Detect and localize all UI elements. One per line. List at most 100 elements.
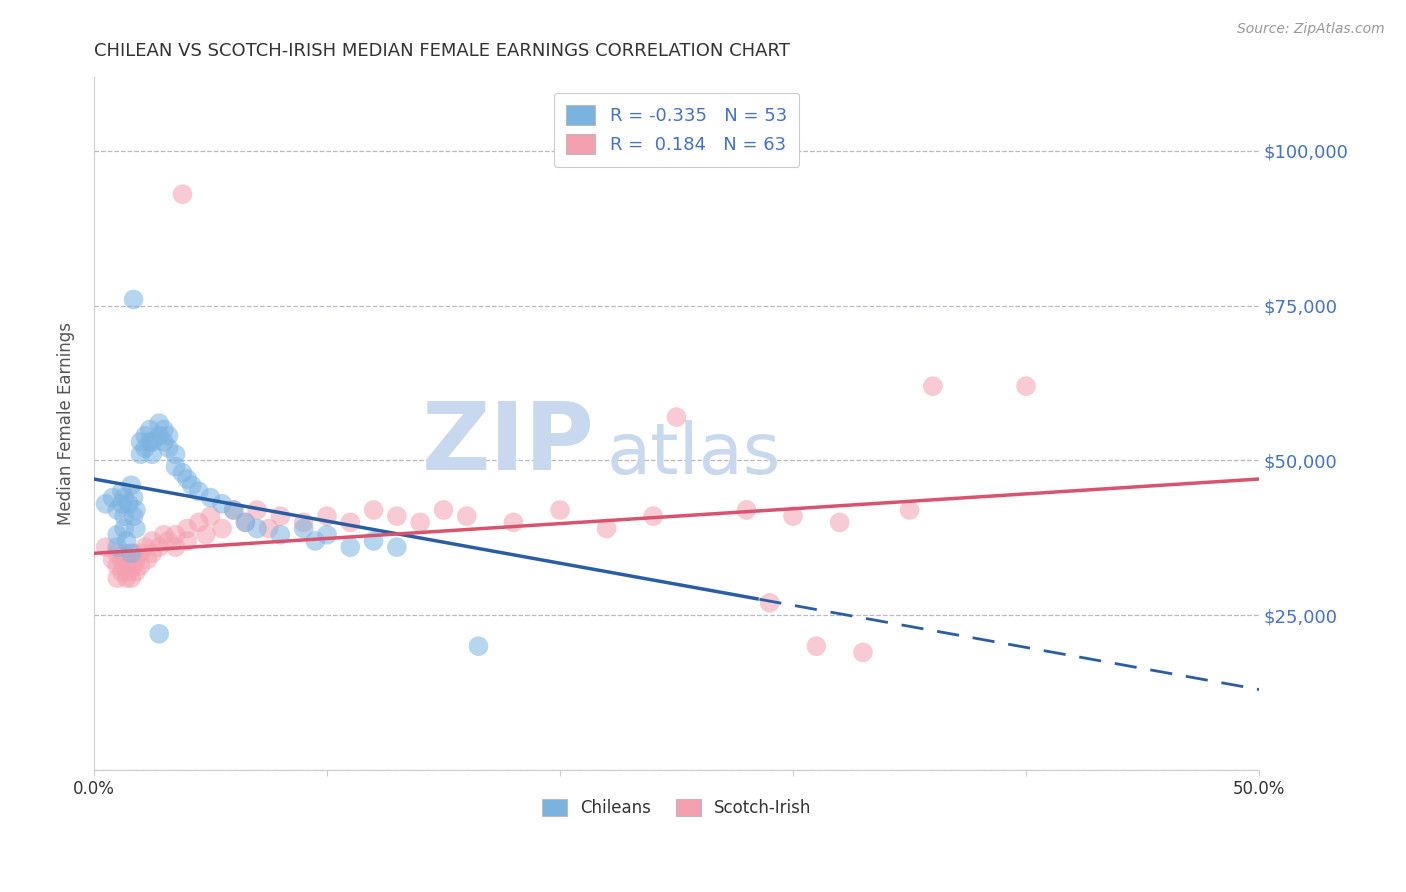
Point <box>118 552 141 566</box>
Point <box>141 447 163 461</box>
Point <box>105 540 128 554</box>
Point <box>165 459 187 474</box>
Point <box>921 379 943 393</box>
Point <box>134 428 156 442</box>
Point <box>665 410 688 425</box>
Point <box>111 497 134 511</box>
Point <box>122 509 145 524</box>
Point <box>139 422 162 436</box>
Point <box>165 540 187 554</box>
Point <box>111 484 134 499</box>
Point <box>153 434 176 449</box>
Point <box>122 558 145 573</box>
Point <box>105 527 128 541</box>
Point <box>122 491 145 505</box>
Legend: Chileans, Scotch-Irish: Chileans, Scotch-Irish <box>534 793 818 824</box>
Point <box>115 533 138 548</box>
Text: atlas: atlas <box>606 420 780 489</box>
Point <box>211 497 233 511</box>
Point <box>125 522 148 536</box>
Point <box>125 565 148 579</box>
Point <box>194 527 217 541</box>
Point <box>385 540 408 554</box>
Point <box>148 627 170 641</box>
Point <box>502 516 524 530</box>
Point <box>467 639 489 653</box>
Point <box>118 565 141 579</box>
Point <box>735 503 758 517</box>
Point <box>363 533 385 548</box>
Point <box>136 552 159 566</box>
Point <box>111 565 134 579</box>
Point <box>148 417 170 431</box>
Text: ZIP: ZIP <box>422 398 595 490</box>
Point <box>187 516 209 530</box>
Point <box>172 466 194 480</box>
Point <box>141 533 163 548</box>
Point <box>148 428 170 442</box>
Point <box>246 522 269 536</box>
Point <box>176 522 198 536</box>
Point <box>643 509 665 524</box>
Point <box>120 478 142 492</box>
Point <box>118 497 141 511</box>
Point <box>176 533 198 548</box>
Point <box>111 552 134 566</box>
Point <box>139 434 162 449</box>
Point <box>172 187 194 202</box>
Point <box>105 558 128 573</box>
Point <box>269 527 291 541</box>
Point <box>120 546 142 560</box>
Point <box>94 497 117 511</box>
Point <box>409 516 432 530</box>
Point <box>112 546 135 560</box>
Point <box>806 639 828 653</box>
Point <box>200 509 222 524</box>
Point <box>122 293 145 307</box>
Point <box>257 522 280 536</box>
Point <box>758 596 780 610</box>
Text: CHILEAN VS SCOTCH-IRISH MEDIAN FEMALE EARNINGS CORRELATION CHART: CHILEAN VS SCOTCH-IRISH MEDIAN FEMALE EA… <box>94 42 790 60</box>
Point <box>157 441 180 455</box>
Point <box>269 509 291 524</box>
Point <box>363 503 385 517</box>
Point <box>176 472 198 486</box>
Point <box>165 527 187 541</box>
Point <box>129 434 152 449</box>
Point <box>112 491 135 505</box>
Point <box>211 522 233 536</box>
Point <box>105 546 128 560</box>
Point <box>828 516 851 530</box>
Point <box>898 503 921 517</box>
Point <box>112 509 135 524</box>
Point <box>120 571 142 585</box>
Point <box>112 522 135 536</box>
Point <box>153 527 176 541</box>
Point <box>852 645 875 659</box>
Point <box>141 434 163 449</box>
Point <box>134 441 156 455</box>
Point <box>120 558 142 573</box>
Point <box>134 540 156 554</box>
Point <box>222 503 245 517</box>
Point <box>339 516 361 530</box>
Point <box>292 516 315 530</box>
Point <box>101 552 124 566</box>
Point <box>456 509 478 524</box>
Point <box>595 522 617 536</box>
Y-axis label: Median Female Earnings: Median Female Earnings <box>58 322 75 524</box>
Point <box>115 571 138 585</box>
Point <box>316 527 339 541</box>
Point <box>157 428 180 442</box>
Point <box>548 503 571 517</box>
Point <box>157 533 180 548</box>
Point <box>129 447 152 461</box>
Point <box>339 540 361 554</box>
Point <box>105 503 128 517</box>
Point <box>222 503 245 517</box>
Point <box>105 571 128 585</box>
Point <box>94 540 117 554</box>
Point <box>122 546 145 560</box>
Point <box>385 509 408 524</box>
Point <box>180 478 202 492</box>
